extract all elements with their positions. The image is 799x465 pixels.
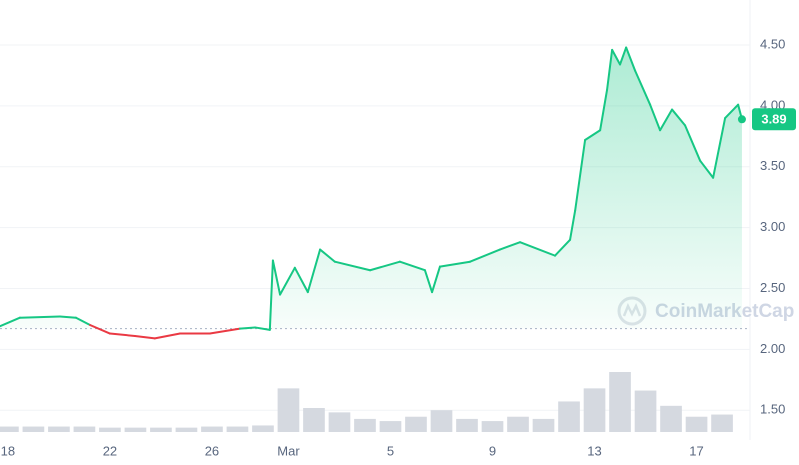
volume-bar [609, 372, 631, 432]
last-point [737, 115, 746, 124]
volume-bar [558, 401, 580, 432]
price-line [75, 316, 92, 327]
price-line [659, 108, 674, 132]
volume-bar [124, 427, 147, 432]
price-line [569, 209, 577, 241]
x-tick-label: 5 [387, 443, 394, 458]
price-line [553, 238, 572, 257]
volume-bar [22, 426, 45, 432]
price-line [0, 316, 21, 328]
volume-bar [277, 388, 300, 432]
price-line [438, 260, 472, 268]
price-line [625, 46, 637, 72]
volume-bar [405, 416, 427, 432]
volume-bar [175, 427, 198, 432]
x-tick-label: Mar [277, 443, 300, 458]
price-line [712, 117, 727, 179]
y-tick-label: 1.50 [760, 402, 785, 417]
price-line [268, 259, 274, 331]
price-line [619, 46, 628, 66]
price-line [293, 266, 309, 294]
x-tick-label: 9 [489, 443, 496, 458]
volume-bar [379, 421, 402, 432]
price-line [699, 159, 715, 179]
price-line [671, 108, 687, 127]
volume-bar [583, 388, 606, 432]
price-line [108, 332, 136, 337]
volume-bar [354, 418, 376, 432]
price-line [724, 103, 740, 120]
price-line [319, 248, 336, 263]
price-line [279, 266, 296, 296]
price-line [133, 334, 156, 340]
price-line [519, 241, 556, 257]
volume-bar [430, 410, 453, 432]
price-line [584, 129, 602, 141]
price-line [271, 259, 282, 296]
volume-bar [99, 427, 121, 432]
price-line [684, 124, 702, 162]
price-line [634, 69, 652, 106]
volume-bar [226, 426, 249, 432]
price-line [18, 315, 61, 319]
price-line [431, 265, 441, 294]
price-tag-label: 3.89 [761, 112, 786, 127]
y-tick-label: 2.00 [760, 341, 785, 356]
price-line [153, 332, 182, 340]
price-line [333, 260, 372, 272]
volume-bar [481, 421, 504, 432]
price-tag [752, 108, 796, 131]
x-tick-label: 17 [689, 443, 703, 458]
volume-bar [150, 427, 172, 432]
y-tick-label: 4.50 [760, 36, 785, 51]
volume-bar [252, 425, 274, 432]
price-area [0, 47, 742, 329]
y-tick-label: 3.50 [760, 158, 785, 173]
y-tick-label: 3.00 [760, 219, 785, 234]
x-tick-label: 22 [103, 443, 117, 458]
price-line [599, 89, 609, 132]
price-line [469, 248, 501, 263]
volume-bar [328, 412, 351, 432]
price-line [254, 326, 271, 331]
volume-bar [48, 426, 70, 432]
x-tick-label: 26 [205, 443, 219, 458]
price-line [398, 260, 426, 272]
x-tick-label: 18 [1, 443, 15, 458]
price-line [498, 241, 522, 251]
y-tick-label: 2.50 [760, 280, 785, 295]
volume-bar [532, 418, 555, 432]
price-line [239, 326, 257, 330]
volume-bar [685, 416, 708, 432]
price-line [574, 138, 587, 212]
price-line [423, 269, 434, 294]
price-line [208, 327, 242, 335]
price-line [649, 103, 662, 132]
price-line [611, 48, 622, 66]
volume-bar [634, 390, 657, 432]
price-line [369, 260, 401, 272]
volume-bar [711, 414, 733, 432]
volume-bar [660, 405, 682, 432]
price-line [606, 48, 614, 92]
volume-bar [507, 416, 529, 432]
price-line [306, 248, 322, 294]
volume-bar [201, 426, 223, 432]
volume-bar [456, 418, 478, 432]
x-tick-label: 13 [587, 443, 601, 458]
volume-bar [0, 426, 19, 432]
volume-bar [303, 408, 325, 432]
volume-bar [73, 426, 96, 432]
price-line [58, 315, 78, 319]
price-line [89, 324, 111, 335]
